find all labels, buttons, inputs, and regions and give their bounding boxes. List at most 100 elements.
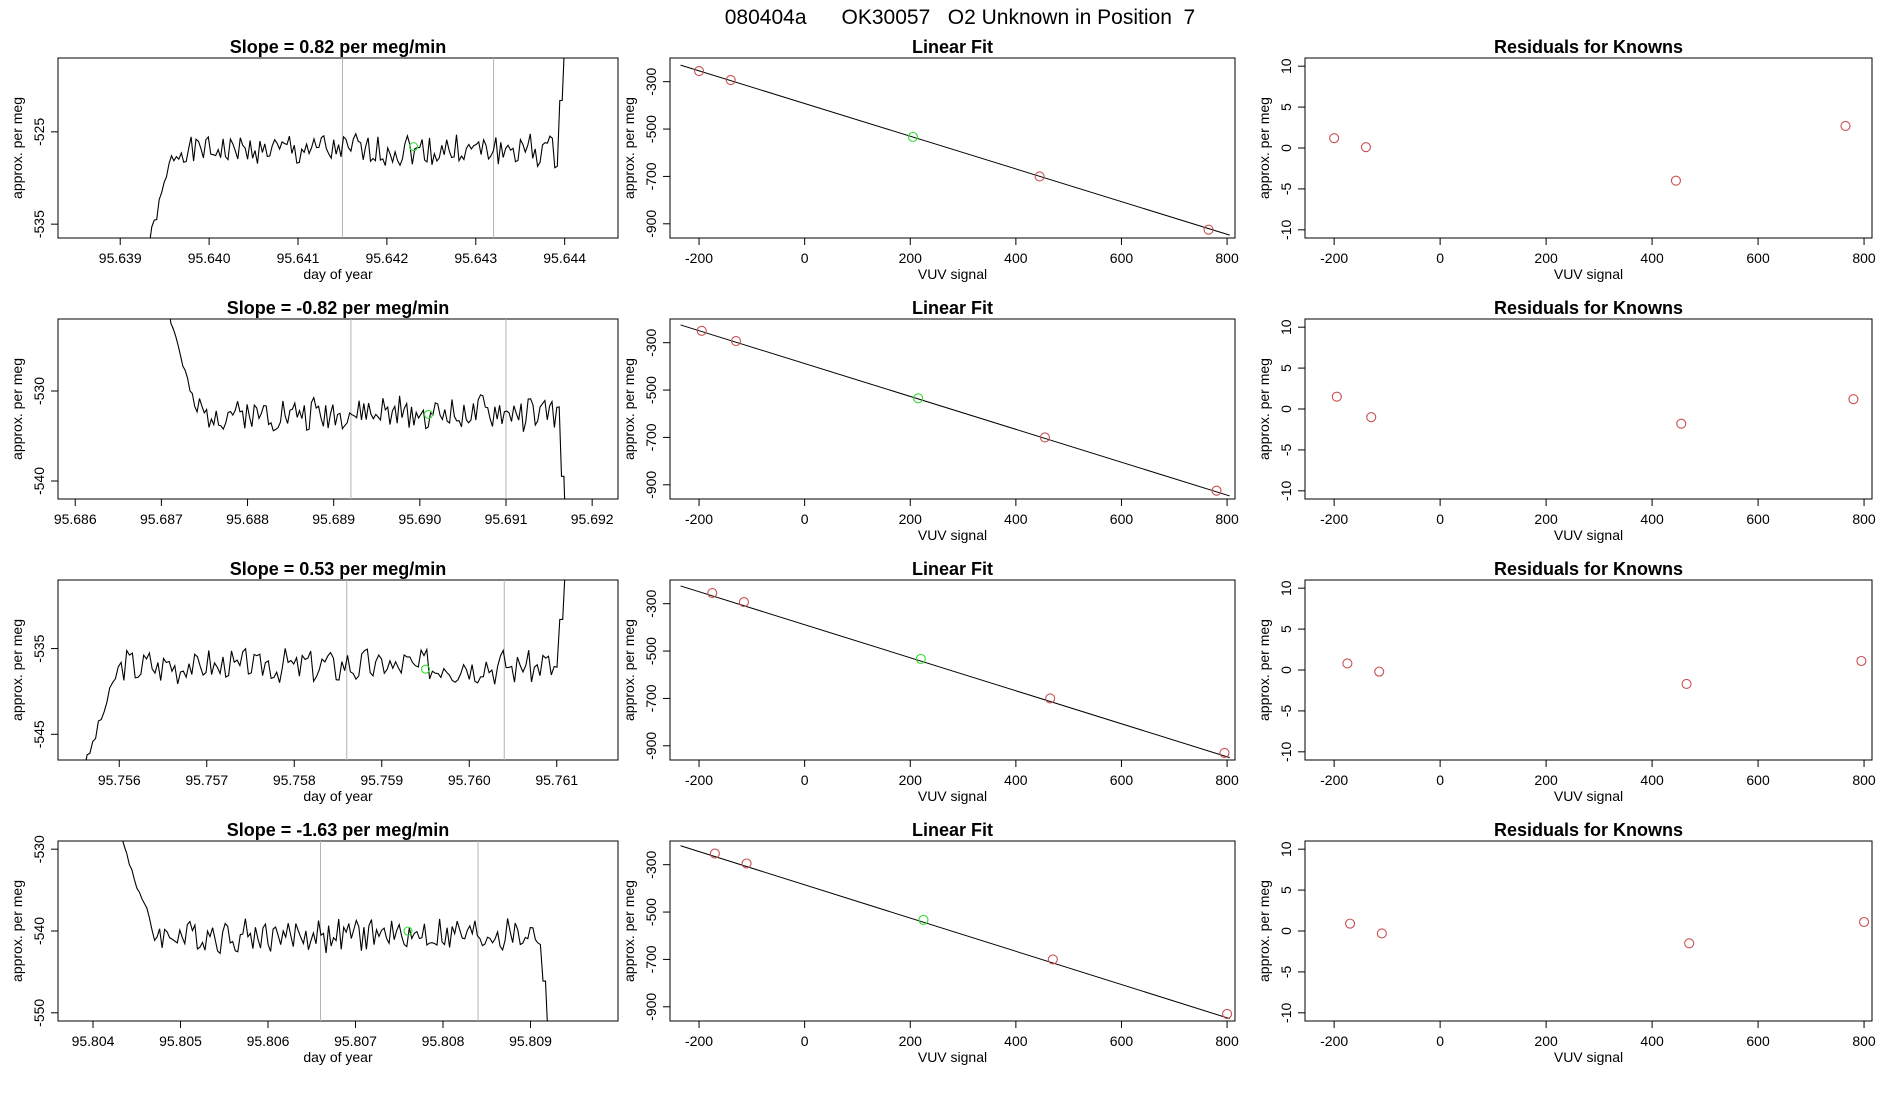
y-axis-label: approx. per meg bbox=[621, 880, 637, 982]
y-tick-label: -700 bbox=[643, 162, 659, 190]
panel-title: Residuals for Knowns bbox=[1494, 820, 1683, 840]
unknown-sample-point bbox=[423, 409, 434, 419]
unknown-point bbox=[913, 393, 924, 404]
known-point bbox=[1331, 391, 1342, 402]
known-point bbox=[1222, 1008, 1233, 1019]
x-tick-label: 400 bbox=[1004, 1033, 1028, 1049]
x-tick-label: 0 bbox=[1436, 772, 1444, 788]
y-tick-label: -5 bbox=[1278, 704, 1294, 717]
unknown-sample-point bbox=[409, 142, 419, 152]
y-axis-label: approx. per meg bbox=[1256, 358, 1272, 460]
x-tick-label: 200 bbox=[1534, 772, 1558, 788]
y-tick-label: 10 bbox=[1278, 580, 1294, 596]
x-axis-label: VUV signal bbox=[1554, 266, 1623, 282]
known-point bbox=[1034, 171, 1045, 182]
y-tick-label: 0 bbox=[1278, 666, 1294, 674]
unknown-point bbox=[907, 131, 918, 142]
x-axis-label: VUV signal bbox=[1554, 527, 1623, 543]
plot-area bbox=[1329, 120, 1851, 186]
panel-title: Slope = 0.82 per meg/min bbox=[230, 37, 447, 57]
y-axis-label: approx. per meg bbox=[621, 619, 637, 721]
plot-area bbox=[149, 58, 565, 238]
x-tick-label: 400 bbox=[1640, 772, 1664, 788]
known-point bbox=[1366, 412, 1377, 423]
known-point bbox=[693, 65, 705, 77]
known-point bbox=[1376, 928, 1387, 939]
x-axis-label: VUV signal bbox=[1554, 788, 1623, 804]
y-tick-label: -300 bbox=[643, 328, 659, 356]
y-tick-label: -10 bbox=[1278, 480, 1294, 500]
known-point bbox=[1211, 485, 1222, 496]
x-tick-label: -200 bbox=[1320, 1033, 1348, 1049]
y-tick-label: -500 bbox=[643, 115, 659, 143]
known-point bbox=[707, 587, 718, 599]
x-tick-label: 95.691 bbox=[485, 511, 528, 527]
x-tick-label: 95.689 bbox=[312, 511, 355, 527]
panel-title: Linear Fit bbox=[912, 37, 993, 57]
y-tick-label: -900 bbox=[643, 993, 659, 1021]
x-tick-label: 800 bbox=[1215, 511, 1239, 527]
x-axis-label: VUV signal bbox=[918, 788, 987, 804]
x-tick-label: -200 bbox=[1320, 511, 1348, 527]
series-line bbox=[169, 319, 566, 499]
x-tick-label: 600 bbox=[1110, 511, 1134, 527]
y-tick-label: -5 bbox=[1278, 443, 1294, 456]
y-tick-label: 10 bbox=[1278, 319, 1294, 335]
known-point bbox=[1681, 678, 1692, 689]
x-tick-label: 400 bbox=[1640, 1033, 1664, 1049]
panel-r4-c3: Residuals for Knowns -200 0 200 400 600 800 10 5… bbox=[1256, 820, 1876, 1065]
x-axis-label: VUV signal bbox=[918, 1049, 987, 1065]
y-axis-label: approx. per meg bbox=[1256, 880, 1272, 982]
x-tick-label: 200 bbox=[1534, 511, 1558, 527]
x-tick-label: 600 bbox=[1110, 772, 1134, 788]
x-tick-label: 600 bbox=[1746, 772, 1770, 788]
x-tick-label: 0 bbox=[1436, 1033, 1444, 1049]
panel-title: Residuals for Knowns bbox=[1494, 559, 1683, 579]
y-tick-label: -900 bbox=[643, 210, 659, 238]
y-axis-label: approx. per meg bbox=[9, 97, 25, 199]
y-tick-label: -900 bbox=[643, 732, 659, 760]
y-tick-label: -10 bbox=[1278, 219, 1294, 239]
y-tick-label: -550 bbox=[31, 999, 47, 1027]
x-tick-label: 200 bbox=[899, 511, 923, 527]
x-tick-label: -200 bbox=[685, 511, 713, 527]
y-tick-label: -540 bbox=[31, 917, 47, 945]
y-tick-label: -530 bbox=[31, 835, 47, 863]
x-tick-label: 800 bbox=[1852, 250, 1876, 266]
y-tick-label: 5 bbox=[1278, 103, 1294, 111]
y-tick-label: -535 bbox=[31, 210, 47, 238]
x-axis-label: day of year bbox=[303, 266, 373, 282]
x-tick-label: 400 bbox=[1004, 511, 1028, 527]
y-tick-label: -5 bbox=[1278, 182, 1294, 195]
x-tick-label: 0 bbox=[1436, 250, 1444, 266]
x-tick-label: 95.688 bbox=[226, 511, 269, 527]
unknown-point bbox=[915, 653, 926, 664]
plot-frame bbox=[1304, 579, 1873, 761]
y-tick-label: 5 bbox=[1278, 886, 1294, 894]
x-tick-label: 200 bbox=[899, 772, 923, 788]
x-tick-label: 600 bbox=[1110, 250, 1134, 266]
known-point bbox=[725, 74, 736, 86]
x-tick-label: -200 bbox=[1320, 772, 1348, 788]
known-point bbox=[1859, 916, 1870, 928]
x-tick-label: 0 bbox=[801, 772, 809, 788]
y-axis-label: approx. per meg bbox=[9, 358, 25, 460]
known-point bbox=[1344, 918, 1356, 929]
known-point bbox=[738, 596, 749, 608]
plot-area bbox=[1344, 916, 1870, 949]
x-axis-label: day of year bbox=[303, 1049, 373, 1065]
x-tick-label: 95.687 bbox=[140, 511, 183, 527]
known-point bbox=[709, 848, 720, 859]
known-point bbox=[1203, 224, 1214, 235]
x-tick-label: 600 bbox=[1746, 511, 1770, 527]
x-axis-label: VUV signal bbox=[1554, 1049, 1623, 1065]
y-axis-label: approx. per meg bbox=[1256, 619, 1272, 721]
y-tick-label: -10 bbox=[1278, 1002, 1294, 1022]
known-point bbox=[1840, 120, 1851, 131]
x-tick-label: 200 bbox=[1534, 1033, 1558, 1049]
x-tick-label: 200 bbox=[899, 250, 923, 266]
x-axis-label: day of year bbox=[303, 788, 373, 804]
x-tick-label: 800 bbox=[1215, 1033, 1239, 1049]
x-tick-label: 95.761 bbox=[535, 772, 578, 788]
known-point bbox=[1676, 418, 1687, 429]
